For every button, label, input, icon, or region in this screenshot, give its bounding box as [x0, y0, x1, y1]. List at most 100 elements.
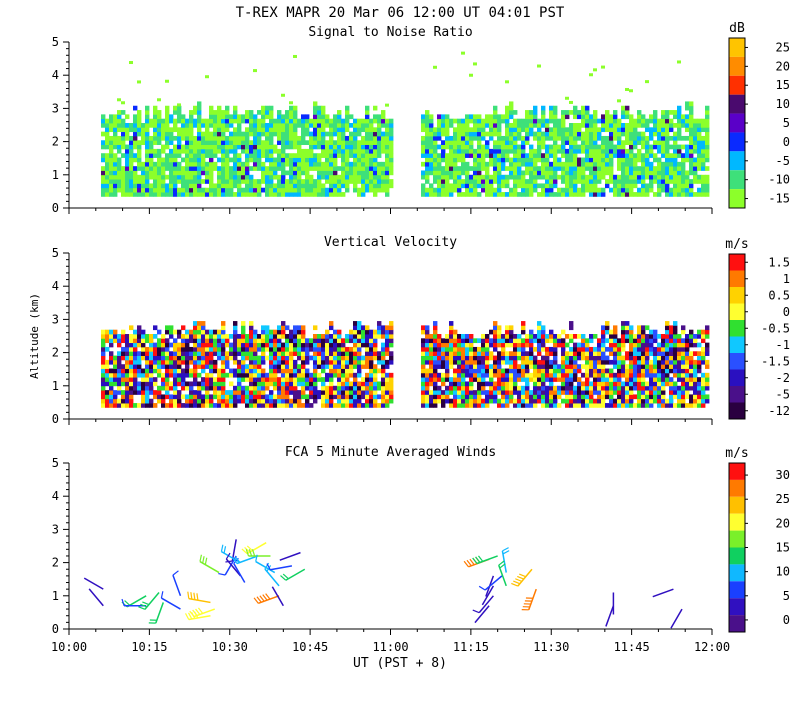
heatmap-cell: [665, 330, 669, 335]
heatmap-cell: [541, 334, 545, 339]
heatmap-cell: [189, 158, 193, 163]
heatmap-cell: [689, 158, 693, 163]
heatmap-cell: [165, 162, 169, 167]
heatmap-cell: [321, 399, 325, 404]
heatmap-cell: [349, 369, 353, 374]
heatmap-cell: [313, 386, 317, 391]
heatmap-cell: [677, 386, 681, 391]
heatmap-cell: [569, 351, 573, 356]
heatmap-cell: [649, 369, 653, 374]
heatmap-cell: [289, 334, 293, 339]
heatmap-cell: [617, 403, 621, 408]
heatmap-cell: [705, 334, 709, 339]
heatmap-cell: [425, 170, 429, 175]
heatmap-cell: [549, 114, 553, 119]
heatmap-cell: [329, 364, 333, 369]
heatmap-cell: [549, 377, 553, 382]
heatmap-cell: [225, 334, 229, 339]
heatmap-cell: [681, 123, 685, 128]
heatmap-cell: [377, 183, 381, 188]
heatmap-cell: [561, 338, 565, 343]
heatmap-cell: [425, 373, 429, 378]
heatmap-cell: [505, 403, 509, 408]
heatmap-cell: [441, 175, 445, 180]
heatmap-cell: [573, 179, 577, 184]
heatmap-cell: [261, 175, 265, 180]
heatmap-cell: [241, 347, 245, 352]
heatmap-cell: [549, 347, 553, 352]
heatmap-cell: [281, 183, 285, 188]
heatmap-cell: [221, 347, 225, 352]
heatmap-cell: [569, 110, 573, 115]
heatmap-cell: [141, 343, 145, 348]
heatmap-cell: [101, 140, 105, 145]
heatmap-cell: [105, 347, 109, 352]
heatmap-cell: [177, 170, 181, 175]
heatmap-cell: [137, 343, 141, 348]
heatmap-cell: [353, 188, 357, 193]
heatmap-cell: [505, 325, 509, 330]
heatmap-cell: [105, 158, 109, 163]
heatmap-cell: [541, 330, 545, 335]
heatmap-cell: [601, 377, 605, 382]
heatmap-cell: [245, 110, 249, 115]
heatmap-cell: [365, 140, 369, 145]
heatmap-cell: [125, 343, 129, 348]
heatmap-cell: [425, 343, 429, 348]
heatmap-cell: [229, 119, 233, 124]
heatmap-cell: [221, 399, 225, 404]
heatmap-cell: [173, 188, 177, 193]
heatmap-cell: [597, 132, 601, 137]
heatmap-cell: [553, 166, 557, 171]
heatmap-cell: [693, 360, 697, 365]
heatmap-cell: [317, 334, 321, 339]
heatmap-cell: [697, 394, 701, 399]
heatmap-cell: [137, 110, 141, 115]
heatmap-cell: [277, 132, 281, 137]
heatmap-cell: [625, 338, 629, 343]
heatmap-cell: [665, 183, 669, 188]
heatmap-cell: [693, 145, 697, 150]
heatmap-cell: [429, 123, 433, 128]
heatmap-cell: [101, 360, 105, 365]
heatmap-cell: [265, 145, 269, 150]
heatmap-cell: [361, 386, 365, 391]
heatmap-cell: [657, 145, 661, 150]
heatmap-cell: [457, 356, 461, 361]
heatmap-cell: [349, 390, 353, 395]
heatmap-cell: [617, 377, 621, 382]
heatmap-cell: [481, 188, 485, 193]
heatmap-cell: [141, 369, 145, 374]
heatmap-cell: [689, 188, 693, 193]
heatmap-cell: [537, 360, 541, 365]
heatmap-cell: [437, 351, 441, 356]
heatmap-cell: [149, 338, 153, 343]
heatmap-cell: [113, 119, 117, 124]
heatmap-cell: [205, 166, 209, 171]
heatmap-cell: [257, 347, 261, 352]
heatmap-cell: [293, 360, 297, 365]
heatmap-cell: [337, 140, 341, 145]
heatmap-cell: [437, 183, 441, 188]
heatmap-cell: [485, 394, 489, 399]
heatmap-cell: [465, 369, 469, 374]
heatmap-cell: [361, 158, 365, 163]
heatmap-cell: [229, 158, 233, 163]
heatmap-cell: [437, 179, 441, 184]
heatmap-cell: [465, 364, 469, 369]
heatmap-cell: [317, 119, 321, 124]
heatmap-cell: [373, 153, 377, 158]
heatmap-cell: [165, 166, 169, 171]
heatmap-cell: [389, 140, 393, 145]
heatmap-cell: [265, 166, 269, 171]
heatmap-cell: [109, 162, 113, 167]
heatmap-cell: [569, 347, 573, 352]
heatmap-cell: [581, 158, 585, 163]
heatmap-cell: [101, 356, 105, 361]
heatmap-cell: [249, 321, 253, 326]
heatmap-cell: [281, 351, 285, 356]
heatmap-cell: [633, 170, 637, 175]
heatmap-cell: [181, 386, 185, 391]
heatmap-cell: [609, 330, 613, 335]
heatmap-cell: [121, 347, 125, 352]
